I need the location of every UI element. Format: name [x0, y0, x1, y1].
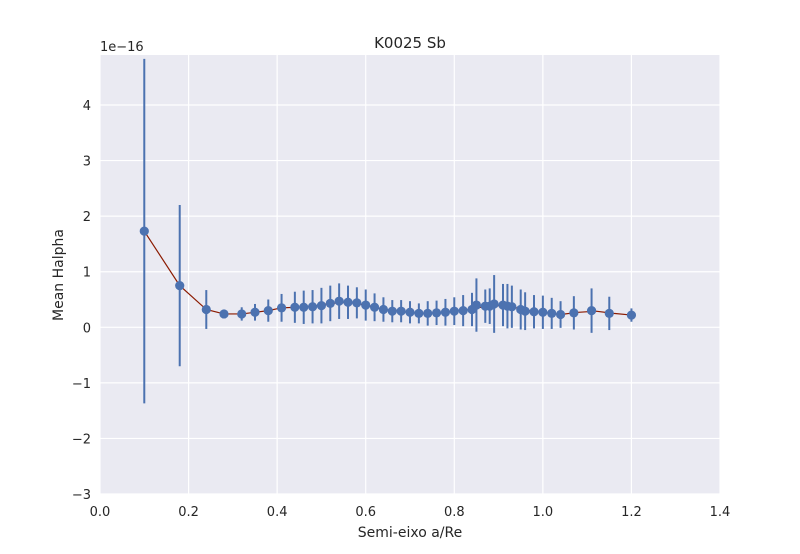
data-point — [507, 302, 517, 312]
x-tick-label: 0.8 — [444, 505, 465, 520]
data-point — [387, 306, 397, 316]
y-tick-label: 4 — [83, 99, 91, 114]
y-tick-label: 3 — [83, 155, 91, 170]
data-point — [458, 306, 468, 316]
y-axis-label: Mean Halpha — [51, 229, 67, 321]
x-tick-label: 0.0 — [90, 505, 111, 520]
data-point — [440, 307, 451, 317]
data-point — [219, 309, 229, 319]
data-point — [449, 306, 459, 316]
data-point — [604, 308, 614, 318]
data-point — [201, 304, 211, 315]
x-tick-label: 0.2 — [178, 505, 199, 520]
data-point — [343, 297, 353, 307]
data-point — [290, 302, 300, 312]
data-point — [237, 309, 247, 319]
data-point — [431, 308, 442, 318]
data-point — [361, 300, 371, 310]
y-tick-label: −2 — [72, 432, 91, 447]
x-tick-label: 0.6 — [355, 505, 376, 520]
data-point — [369, 302, 380, 312]
data-point — [316, 301, 327, 311]
y-tick-label: −1 — [72, 377, 91, 392]
data-point — [299, 302, 309, 312]
data-point — [276, 303, 287, 313]
plot-area — [100, 55, 720, 494]
data-point — [489, 299, 499, 309]
data-point — [471, 300, 482, 310]
x-tick-label: 1.0 — [533, 505, 554, 520]
x-tick-label: 1.2 — [621, 505, 642, 520]
data-point — [520, 306, 530, 316]
data-point — [538, 307, 548, 317]
data-point — [334, 296, 344, 306]
data-point — [555, 309, 566, 320]
data-point — [405, 307, 415, 317]
data-point — [139, 226, 149, 236]
data-point — [396, 306, 406, 316]
y-tick-label: 1 — [83, 266, 91, 281]
x-tick-label: 1.4 — [710, 505, 731, 520]
data-point — [352, 298, 362, 308]
y-tick-label: 0 — [83, 321, 91, 336]
data-point — [175, 281, 185, 291]
data-point — [250, 307, 260, 317]
data-point — [586, 306, 597, 316]
x-axis-label: Semi-eixo a/Re — [358, 525, 462, 541]
data-point — [569, 308, 579, 318]
data-point — [378, 304, 389, 315]
x-tick-label: 0.4 — [267, 505, 288, 520]
data-point — [325, 298, 335, 308]
y-tick-label: 2 — [83, 210, 91, 225]
points-layer — [139, 226, 637, 320]
y-tick-label: −3 — [72, 488, 91, 503]
data-point — [626, 310, 637, 320]
data-point — [307, 302, 318, 312]
data-point — [529, 307, 539, 317]
data-point — [263, 306, 273, 316]
grid — [99, 55, 721, 495]
y-axis-scale-label: 1e−16 — [100, 40, 144, 55]
tick-labels: 0.0 0.2 0.4 0.6 0.8 1.0 1.2 1.4 −3 −2 −1 0 1 2 3 4 — [72, 99, 731, 520]
data-point — [423, 308, 433, 318]
data-point — [547, 308, 557, 318]
data-point — [414, 308, 424, 318]
chart-title: K0025 Sb — [374, 34, 446, 52]
